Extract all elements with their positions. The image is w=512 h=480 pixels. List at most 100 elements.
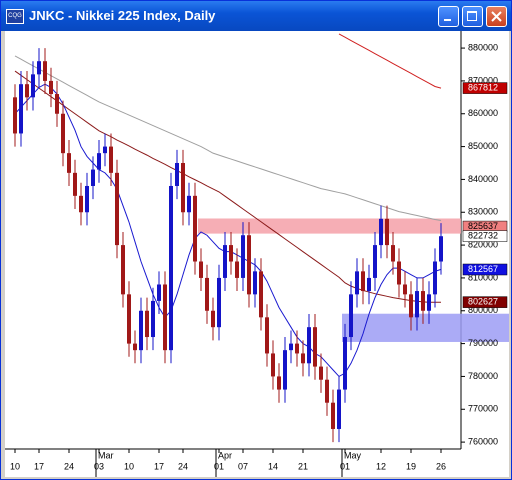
candle-body	[103, 146, 107, 154]
moving-average-line	[338, 33, 442, 89]
candle-body	[259, 271, 263, 318]
candle-body	[379, 218, 383, 246]
title-bar: CQG JNKC - Nikkei 225 Index, Daily	[1, 1, 511, 31]
zone	[198, 218, 461, 234]
maximize-button[interactable]	[462, 6, 483, 27]
candle-body	[169, 185, 173, 351]
candle-body	[313, 327, 317, 367]
x-tick-label: 10	[124, 461, 134, 471]
chart: 880000 870000 860000 850000 840000 830000 8200…	[5, 31, 509, 477]
candle-body	[211, 310, 215, 328]
x-tick-label: 14	[268, 461, 278, 471]
y-tick-label: 770000	[468, 404, 498, 414]
candle-body	[235, 261, 239, 278]
x-tick-label: 10	[10, 461, 20, 471]
candle-body	[277, 376, 281, 390]
candle-body	[181, 163, 185, 213]
price-label: 822732	[468, 230, 498, 240]
candle-body	[187, 195, 191, 213]
candle-body	[229, 245, 233, 262]
candle-body	[199, 261, 203, 278]
candle-body	[193, 195, 197, 262]
candle-body	[55, 94, 59, 114]
candle-body	[433, 261, 437, 295]
candle-body	[13, 97, 17, 134]
candle-body	[163, 284, 167, 351]
candle-body	[271, 353, 275, 377]
candle-body	[361, 271, 365, 292]
y-tick-label: 870000	[468, 75, 498, 85]
price-label: 802627	[468, 297, 498, 307]
month-label: Mar	[98, 450, 114, 460]
candle-body	[301, 353, 305, 364]
candle-body	[319, 366, 323, 380]
x-tick-label: 19	[406, 461, 416, 471]
x-tick-label: 21	[298, 461, 308, 471]
candle-body	[397, 261, 401, 285]
price-label: 825637	[468, 221, 498, 231]
window-title: JNKC - Nikkei 225 Index, Daily	[29, 8, 216, 23]
y-tick-label: 840000	[468, 174, 498, 184]
candle-body	[145, 310, 149, 338]
candle-body	[439, 236, 443, 262]
x-tick-label: 24	[64, 461, 74, 471]
close-button[interactable]	[486, 6, 507, 27]
candle-body	[367, 277, 371, 292]
candle-body	[31, 74, 35, 98]
candle-body	[409, 294, 413, 318]
x-tick-label: 24	[178, 461, 188, 471]
candle-body	[151, 300, 155, 338]
candle-body	[205, 277, 209, 311]
candle-body	[73, 172, 77, 196]
x-tick-label: 26	[436, 461, 446, 471]
close-icon	[491, 11, 502, 22]
y-tick-label: 860000	[468, 108, 498, 118]
candle-body	[283, 350, 287, 390]
x-tick-label: 01	[340, 461, 350, 471]
candle-body	[121, 245, 125, 295]
candle-body	[139, 310, 143, 351]
y-tick-label: 800000	[468, 305, 498, 315]
moving-average-line	[14, 70, 441, 303]
y-tick-label: 790000	[468, 338, 498, 348]
price-label: 812567	[468, 264, 498, 274]
candle-body	[37, 61, 41, 75]
candle-body	[253, 271, 257, 295]
y-tick-label: 760000	[468, 436, 498, 446]
candle-body	[85, 185, 89, 213]
candle-body	[133, 343, 137, 351]
candle-body	[67, 153, 71, 173]
month-label: May	[344, 450, 362, 460]
candle-body	[337, 389, 341, 429]
candle-body	[307, 327, 311, 364]
candle-body	[421, 291, 425, 311]
candle-body	[325, 379, 329, 403]
y-tick-label: 780000	[468, 371, 498, 381]
candle-body	[385, 218, 389, 246]
candle-body	[331, 402, 335, 429]
candle-body	[157, 284, 161, 301]
candle-body	[79, 195, 83, 213]
chart-background	[5, 31, 509, 477]
y-tick-label: 880000	[468, 42, 498, 52]
x-tick-label: 01	[214, 461, 224, 471]
candle-body	[415, 291, 419, 318]
candle-body	[109, 146, 113, 173]
candle-body	[97, 153, 101, 170]
candle-body	[61, 113, 65, 154]
candle-body	[217, 277, 221, 328]
candle-body	[25, 84, 29, 98]
candle-body	[91, 169, 95, 186]
candle-body	[391, 245, 395, 262]
candle-body	[127, 294, 131, 344]
minimize-button[interactable]	[438, 6, 459, 27]
x-tick-label: 17	[154, 461, 164, 471]
price-label-box	[462, 296, 508, 308]
moving-average-line	[14, 55, 442, 221]
price-label-box	[462, 230, 508, 242]
candle-body	[373, 245, 377, 278]
y-tick-label: 810000	[468, 272, 498, 282]
candle-body	[265, 317, 269, 354]
x-tick-label: 17	[34, 461, 44, 471]
